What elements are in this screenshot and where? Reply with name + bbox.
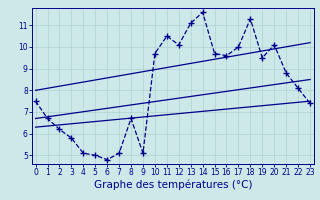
- X-axis label: Graphe des températures (°C): Graphe des températures (°C): [93, 180, 252, 190]
